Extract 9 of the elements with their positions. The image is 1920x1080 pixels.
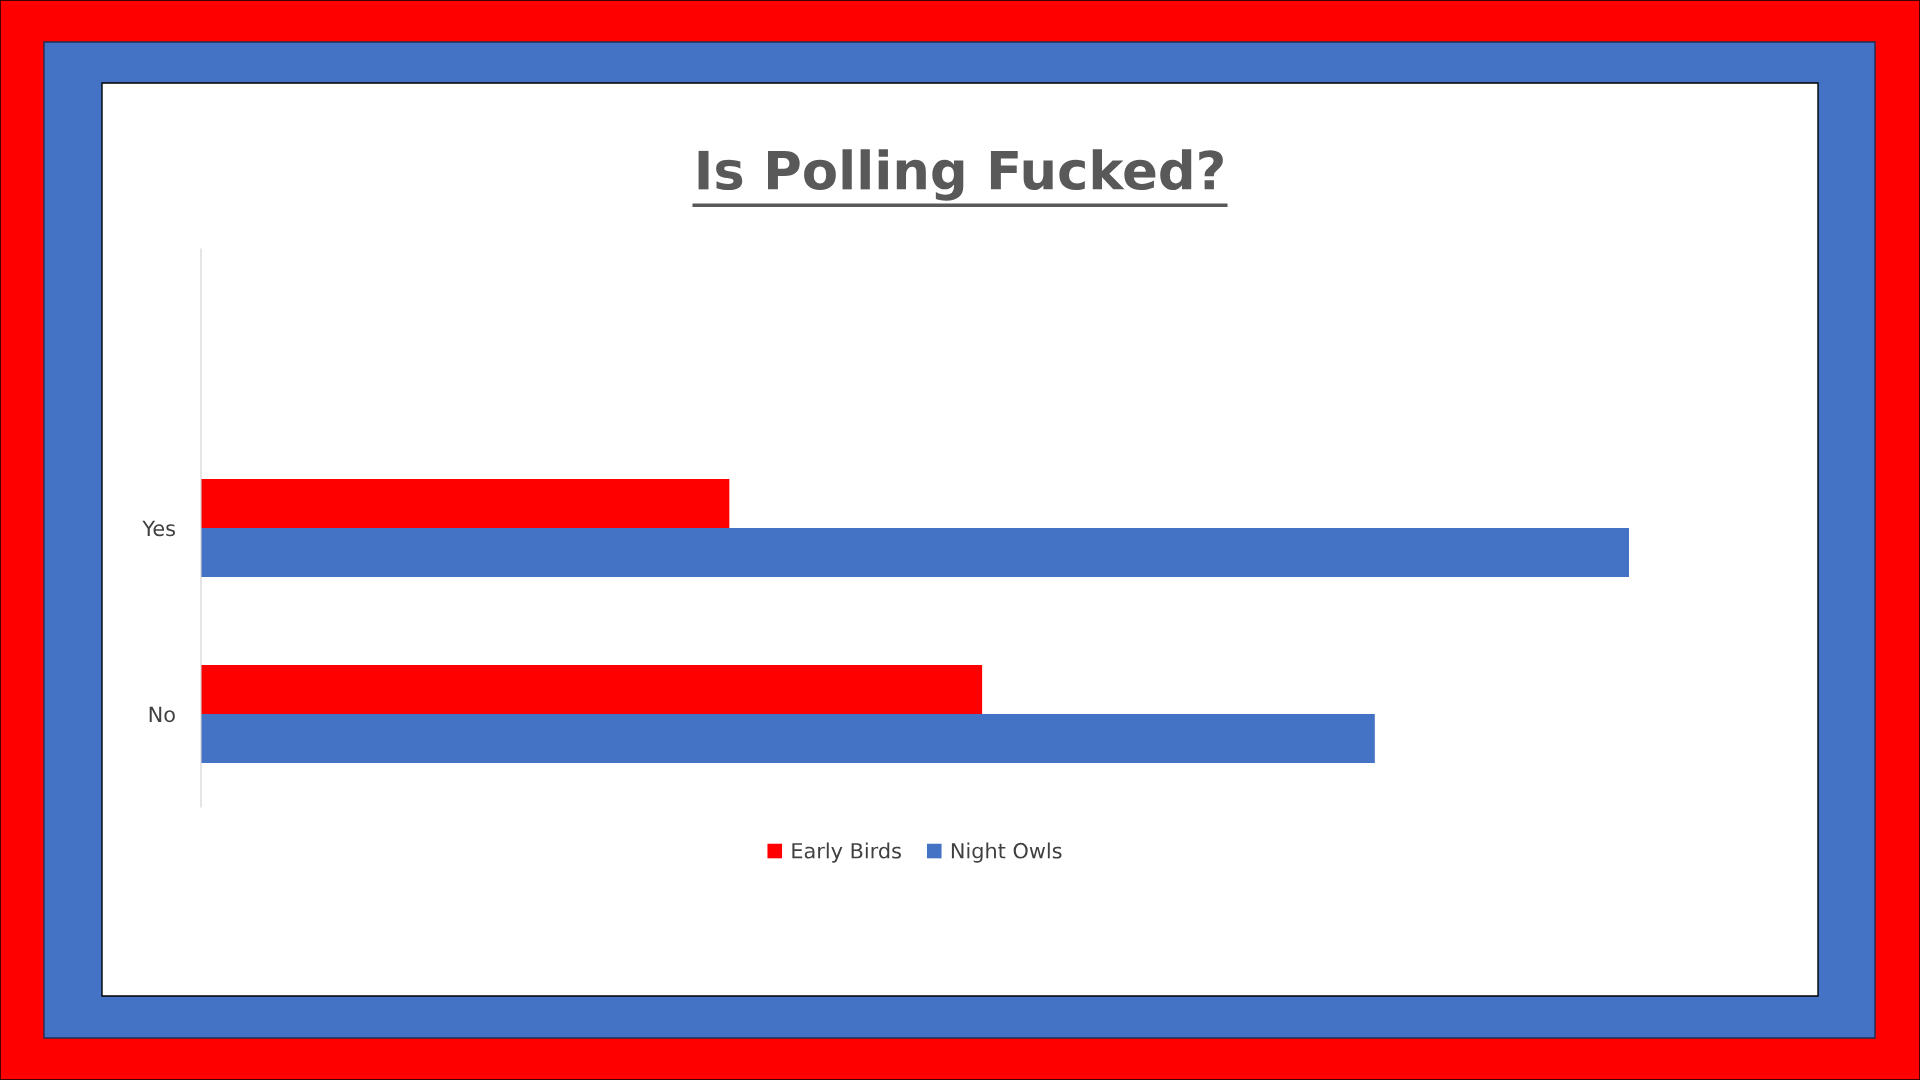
legend-label: Early Birds bbox=[792, 842, 901, 863]
y-tick-label: Yes bbox=[142, 520, 175, 537]
bar bbox=[201, 479, 730, 528]
legend-label: Night Owls bbox=[951, 842, 1062, 863]
bar bbox=[201, 714, 1375, 763]
bar bbox=[201, 528, 1629, 577]
chart-title: Is Polling Fucked? bbox=[698, 149, 1223, 201]
bar bbox=[201, 665, 983, 714]
y-tick-label: No bbox=[149, 706, 175, 723]
